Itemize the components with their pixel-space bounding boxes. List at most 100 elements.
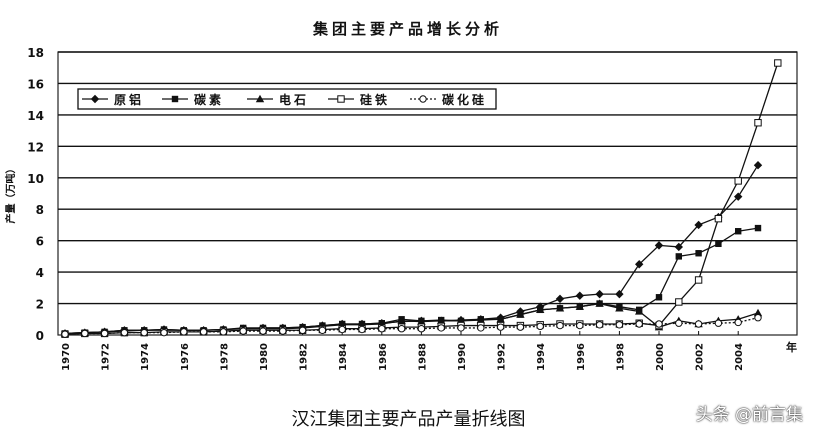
data-point [735,228,742,235]
data-point [259,327,267,335]
data-point [556,321,564,330]
data-point [279,327,287,335]
x-tick-label: 1970 [61,343,72,371]
data-point [318,326,327,334]
x-tick-label: 1994 [536,343,547,371]
data-point [140,328,148,337]
data-point [694,276,703,284]
y-tick-label: 18 [27,46,44,60]
data-point [754,224,762,232]
x-tick-label: 1972 [101,343,112,371]
data-point [437,324,445,332]
data-point [595,321,604,329]
y-axis-label: 产量（万吨） [4,164,17,224]
y-tick-label: 4 [36,266,44,280]
data-point [199,328,208,336]
x-tick-label: 2004 [734,343,745,371]
data-point [555,294,565,304]
data-point [655,320,663,328]
legend-label: 碳化硅 [442,92,487,107]
data-point [675,298,683,306]
y-tick-label: 16 [27,77,44,91]
data-point [61,330,69,338]
data-point [516,323,525,331]
legend-label: 碳素 [194,92,224,107]
series-line-3 [64,302,759,335]
data-point [654,241,664,250]
legend-marker [337,95,345,103]
data-point [81,329,89,338]
x-tick-label: 1986 [378,343,389,371]
y-tick-label: 2 [36,298,44,312]
data-point [595,299,604,307]
data-point [338,325,346,334]
data-point [457,324,465,332]
data-point [754,119,762,127]
data-point [715,240,722,248]
legend-marker [171,95,179,103]
x-tick-label: 1990 [457,343,468,371]
data-point [753,161,763,170]
data-point [555,304,565,312]
data-point [615,321,624,329]
data-point [674,242,683,252]
y-tick-label: 14 [27,109,44,123]
data-point [734,192,743,201]
data-point [239,327,247,335]
line-chart: 集团主要产品增长分析 0 2 4 6 8 10 12 14 16 18 产量（万吨） 1970 1972 1… [4,20,798,371]
x-axis-label: 年 [786,340,797,354]
data-point [576,321,584,330]
data-point [397,325,406,333]
data-point [575,302,584,310]
x-tick-label: 1978 [219,343,230,371]
data-point [180,328,188,336]
data-point [635,260,644,269]
data-point [536,322,544,331]
data-point [100,329,109,338]
x-tick-label: 1976 [180,343,191,371]
data-point [774,59,782,67]
data-point [655,294,663,301]
series-line-2 [64,227,759,335]
data-point [120,328,129,337]
y-tick-label: 6 [36,235,44,249]
legend-marker [90,94,100,104]
legend-marker [255,94,265,103]
watermark: 头条 @前言集 [695,405,803,425]
data-point [536,305,545,314]
x-tick-label: 1982 [299,343,310,371]
data-point [417,325,426,333]
legend-label: 电石 [279,92,309,107]
x-tick-label: 1998 [615,343,626,371]
data-point [635,320,643,328]
chart-title: 集团主要产品增长分析 [312,20,503,38]
x-tick-label: 1996 [576,343,587,371]
x-tick-label: 1988 [417,343,428,371]
data-point [397,316,406,325]
legend [77,88,497,110]
data-point [219,328,228,336]
data-point [694,320,703,328]
data-point [694,220,703,230]
data-point [358,325,366,334]
y-tick-label: 12 [27,140,44,154]
data-point [160,328,168,337]
data-point [734,318,742,327]
y-tick-label: 10 [27,172,44,186]
data-point [635,307,644,315]
y-tick-label: 0 [36,329,44,343]
y-tick-label: 8 [36,203,44,217]
x-tick-label: 1984 [338,343,349,371]
data-point [675,319,683,327]
data-point [595,289,604,299]
data-point [714,214,723,223]
data-point [378,325,386,333]
data-point [516,310,525,318]
legend-label: 原铝 [114,92,144,107]
x-tick-label: 2002 [695,343,706,371]
series-line-1 [64,164,759,335]
data-point [754,314,762,322]
data-point [675,253,682,260]
data-point [476,315,485,324]
